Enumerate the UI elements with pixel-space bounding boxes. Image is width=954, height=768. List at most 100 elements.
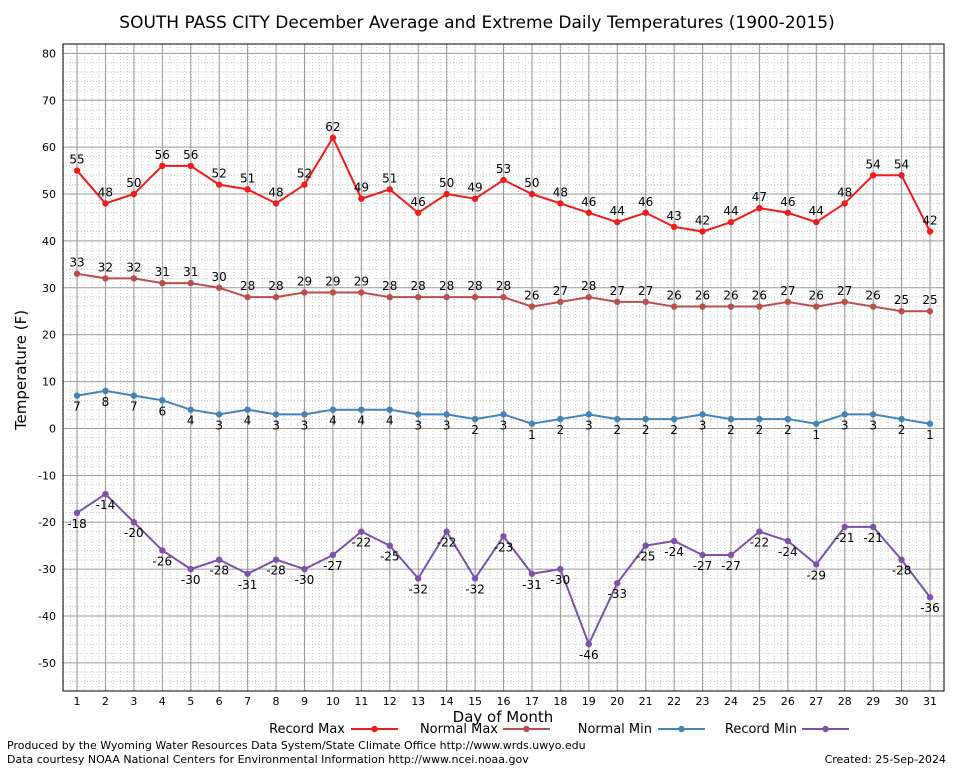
data-point [358,528,365,535]
plot-frame [62,43,945,692]
y-tick-label: 40 [42,235,56,248]
data-label: 3 [841,418,849,432]
data-label: -24 [664,545,684,559]
footer-producer: Produced by the Wyoming Water Resources … [7,739,586,752]
data-point [500,533,507,540]
x-tick-label: 5 [187,695,194,708]
data-label: -21 [863,531,883,545]
data-point [585,640,592,648]
data-label: 7 [73,400,81,414]
data-label: -27 [693,559,713,573]
data-label: 47 [752,190,767,204]
x-tick-label: 29 [866,695,880,708]
x-tick-label: 27 [809,695,823,708]
y-tick-label: -50 [38,657,56,670]
data-point [727,415,735,423]
y-tick-label: -30 [38,563,56,576]
data-label: 28 [240,279,255,293]
data-point [642,542,649,549]
data-point [813,561,820,568]
data-point [813,303,820,310]
data-point [443,411,450,418]
data-point [329,406,337,413]
data-point [926,308,934,315]
data-label: 43 [666,209,681,223]
data-point [841,523,848,531]
data-point [73,270,81,277]
data-label: -25 [380,550,400,564]
data-label: -14 [96,498,116,512]
data-point [699,228,706,235]
data-label: 48 [98,185,113,199]
data-point [813,420,820,427]
data-label: 28 [439,279,454,293]
data-label: 4 [244,414,252,428]
data-label: 53 [496,162,511,176]
x-tick-label: 19 [582,695,596,708]
chart-title: SOUTH PASS CITY December Average and Ext… [119,13,834,33]
data-label: -23 [494,540,514,554]
data-point [73,392,81,399]
data-point [727,551,735,559]
data-label: -22 [352,536,372,550]
legend-marker [678,725,685,733]
data-point [415,293,422,301]
data-point [102,387,109,395]
x-tick-label: 16 [497,695,511,708]
data-label: 32 [98,260,113,274]
x-tick-label: 24 [724,695,738,708]
data-label: 50 [126,176,141,190]
data-point [585,209,592,216]
data-point [528,420,536,427]
data-label: 50 [524,176,539,190]
data-label: -36 [920,601,940,615]
data-point [215,556,223,563]
y-tick-label: 30 [42,282,56,295]
data-point [358,406,365,413]
data-point [841,200,848,207]
data-point [386,542,393,549]
data-point [841,298,848,306]
data-label: 52 [297,167,312,181]
data-label: -28 [892,564,912,578]
data-point [898,415,905,423]
y-axis-label: Temperature (F) [12,310,30,431]
data-point [272,411,280,418]
data-label: -27 [323,559,343,573]
data-point [329,134,337,141]
data-point [244,186,251,193]
y-tick-label: -40 [38,610,56,623]
x-tick-label: 21 [639,695,653,708]
data-point [130,190,138,198]
data-point [898,172,905,179]
data-point [670,223,678,231]
legend-marker [822,725,829,733]
data-point [756,415,763,423]
data-label: 48 [268,185,283,199]
x-tick-label: 12 [383,695,397,708]
data-label: 25 [894,293,909,307]
data-point [727,218,735,226]
data-point [614,579,621,587]
data-point [159,397,166,404]
data-label: 28 [581,279,596,293]
data-point [642,209,649,216]
data-point [756,204,763,212]
data-label: 27 [837,284,852,298]
data-label: 26 [524,289,539,303]
data-label: 32 [126,260,141,274]
data-point [756,528,763,535]
data-label: 2 [557,423,565,437]
data-point [471,293,479,301]
data-label: 46 [581,195,596,209]
x-tick-label: 31 [923,695,937,708]
data-point [670,537,678,545]
data-point [386,293,393,301]
data-point [130,392,138,399]
data-label: 3 [215,418,223,432]
data-label: 49 [467,181,482,195]
data-point [358,289,365,296]
data-label: -31 [522,578,542,592]
data-point [301,565,308,573]
